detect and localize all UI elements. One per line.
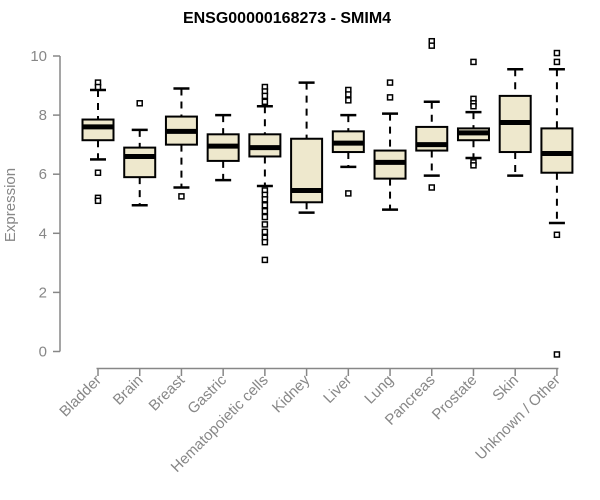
y-tick-label: 0 [39, 344, 47, 361]
y-tick-label: 6 [39, 166, 47, 183]
box-bladder [81, 118, 115, 142]
outlier-point [470, 58, 477, 66]
y-tick-label: 10 [30, 48, 47, 65]
outlier-point [428, 42, 436, 49]
outlier-point [261, 213, 269, 221]
x-category-label: Prostate [429, 372, 481, 424]
x-category-label: Kidney [269, 371, 314, 416]
x-category-label: Liver [320, 372, 355, 407]
outlier-point [261, 98, 269, 106]
outlier-point [553, 351, 561, 358]
box-brain [123, 146, 157, 179]
x-category-label: Brain [110, 372, 147, 409]
outlier-point [261, 228, 269, 236]
chart-title: ENSG00000168273 - SMIM4 [182, 10, 392, 27]
outlier-point [261, 207, 269, 215]
x-category-label: Bladder [56, 372, 105, 421]
box-unknown-other [540, 127, 574, 174]
outlier-point [553, 231, 561, 239]
outlier-point [94, 169, 102, 176]
x-category-label: Skin [489, 372, 522, 405]
outlier-point [470, 162, 477, 169]
x-category-label: Breast [146, 371, 189, 414]
x-category-label: Lung [361, 372, 397, 408]
outlier-point [261, 221, 269, 228]
outlier-point [261, 238, 269, 246]
outlier-point [94, 197, 102, 205]
outlier-point [345, 91, 352, 98]
outlier-point [553, 49, 561, 57]
outlier-point [136, 100, 143, 107]
y-tick-label: 2 [39, 284, 47, 301]
outlier-point [553, 58, 561, 66]
outlier-point [178, 193, 185, 200]
outlier-point [386, 94, 394, 101]
outlier-point [470, 102, 477, 110]
outlier-point [261, 92, 269, 100]
outlier-point [261, 201, 269, 209]
outlier-point [345, 190, 352, 197]
outlier-point [94, 83, 102, 91]
y-tick-label: 8 [39, 107, 47, 124]
outlier-point [345, 97, 352, 104]
outlier-point [261, 196, 269, 203]
y-tick-label: 4 [39, 225, 47, 242]
outlier-point [261, 256, 269, 264]
outlier-point [386, 79, 394, 86]
outlier-point [428, 184, 436, 191]
